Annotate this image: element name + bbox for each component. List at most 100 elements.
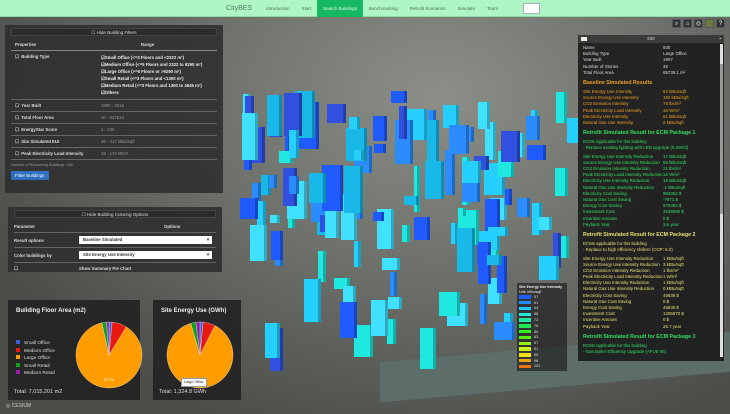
legend-entry[interactable]: Small Office (16, 340, 55, 348)
building[interactable] (443, 105, 460, 128)
range-value[interactable]: 46 - 317 kBtu/sqft (101, 139, 135, 144)
building[interactable] (414, 216, 430, 240)
building[interactable] (348, 117, 360, 130)
building[interactable] (249, 225, 267, 262)
building[interactable] (445, 149, 456, 196)
building[interactable] (478, 102, 491, 130)
building[interactable] (401, 224, 410, 243)
legend-entry[interactable]: Small Retail (16, 362, 55, 371)
scrollbar[interactable] (720, 44, 723, 358)
filter-checkbox-label[interactable]: ☐ Building Type (15, 54, 50, 59)
building[interactable] (340, 301, 357, 339)
building[interactable] (538, 255, 559, 281)
building[interactable] (487, 226, 509, 236)
nav-tab[interactable]: Simulate (457, 5, 475, 11)
nav-tab[interactable]: Start (301, 5, 312, 11)
building[interactable] (448, 125, 470, 155)
building[interactable] (486, 254, 503, 265)
nav-tab[interactable]: Introduction (266, 5, 290, 11)
globe-icon[interactable]: ◎ (694, 19, 703, 28)
building[interactable] (425, 160, 445, 199)
search-icon[interactable]: ⌕ (672, 19, 681, 28)
nav-tab[interactable]: Retrofit Scenarios (409, 5, 446, 11)
building[interactable] (271, 231, 283, 260)
building[interactable] (257, 201, 266, 229)
building[interactable] (266, 95, 282, 137)
building[interactable] (478, 242, 491, 284)
building[interactable] (344, 165, 364, 213)
citybes-logo[interactable]: CityBES (226, 4, 253, 12)
building[interactable] (451, 223, 458, 245)
building[interactable] (427, 119, 440, 161)
filter-checkbox-label[interactable]: ☐ Site Simulated EUI (15, 139, 60, 144)
building[interactable] (567, 117, 581, 144)
filter-checkbox-label[interactable]: ☐ Year Built (15, 103, 42, 108)
nav-tab[interactable]: Benchmarking (368, 5, 398, 11)
building[interactable] (354, 324, 374, 358)
minimize-icon[interactable] (581, 37, 587, 41)
filter-checkbox-label[interactable]: ☐ Peak Electricity Load Intensity (15, 151, 84, 156)
building[interactable] (322, 164, 344, 211)
building[interactable] (304, 279, 322, 323)
building[interactable] (526, 145, 547, 160)
building[interactable] (391, 90, 408, 103)
building[interactable] (264, 323, 280, 358)
building[interactable] (333, 277, 351, 289)
building[interactable] (324, 209, 340, 239)
building[interactable] (389, 271, 397, 296)
building[interactable] (555, 91, 568, 124)
building[interactable] (370, 299, 389, 337)
building[interactable] (274, 254, 284, 266)
building[interactable] (317, 251, 327, 282)
layers-icon[interactable] (705, 19, 714, 28)
building[interactable] (399, 105, 408, 140)
building[interactable] (284, 93, 303, 136)
building-type-option[interactable]: ☑Small Retail (<=3 Floors and <1300 m²) (101, 76, 184, 81)
building[interactable] (485, 121, 496, 161)
pie-slice-large-office[interactable] (166, 323, 234, 389)
building[interactable] (308, 172, 327, 204)
range-value[interactable]: 19 - 174 W/m² (101, 151, 129, 156)
filter-checkbox-label[interactable]: ☐ EnergyStar Score (15, 127, 58, 132)
building[interactable] (403, 196, 419, 205)
pie-slice-large-office[interactable] (75, 322, 143, 389)
building[interactable] (327, 103, 346, 124)
building[interactable] (381, 258, 400, 270)
building[interactable] (458, 207, 466, 216)
building[interactable] (240, 198, 258, 219)
building[interactable] (386, 319, 396, 345)
range-value[interactable]: 1850 - 2015 (101, 103, 124, 108)
legend-entry[interactable]: Medium Retail (16, 370, 55, 378)
pie-slice-medium-retail[interactable] (106, 321, 110, 356)
building[interactable] (438, 291, 461, 316)
building[interactable] (419, 327, 437, 369)
filter-buildings-button[interactable]: Filter Buildings (11, 170, 49, 180)
building[interactable] (539, 216, 552, 230)
legend-entry[interactable]: Medium Office (16, 347, 55, 356)
building[interactable] (269, 174, 277, 189)
building[interactable] (353, 241, 362, 268)
building[interactable] (289, 176, 300, 195)
building[interactable] (279, 150, 293, 163)
building[interactable] (516, 198, 530, 217)
nav-tab[interactable]: Team (486, 5, 498, 11)
building[interactable] (373, 143, 386, 153)
result-options-select[interactable]: Baseline Simulated (79, 236, 212, 244)
building[interactable] (500, 130, 520, 162)
building[interactable] (494, 322, 515, 340)
building[interactable] (504, 188, 513, 206)
building[interactable] (480, 294, 487, 324)
building[interactable] (513, 132, 526, 158)
building[interactable] (269, 214, 280, 223)
building[interactable] (241, 113, 258, 161)
building[interactable] (285, 129, 292, 163)
building-type-option[interactable]: ☑Medium Office (<=5 Floors and 2322 to 9… (101, 62, 203, 67)
range-value[interactable]: 1 - 100 (101, 127, 115, 132)
help-icon[interactable]: ? (716, 19, 725, 28)
building-type-option[interactable]: ☑Small Office (<=3 Floors and <2322 m²) (101, 55, 185, 60)
building[interactable] (553, 232, 562, 269)
legend-entry[interactable]: Large Office (16, 355, 55, 363)
building[interactable] (244, 95, 255, 127)
building[interactable] (261, 175, 271, 196)
nav-tab[interactable]: Search Buildings (317, 0, 363, 17)
